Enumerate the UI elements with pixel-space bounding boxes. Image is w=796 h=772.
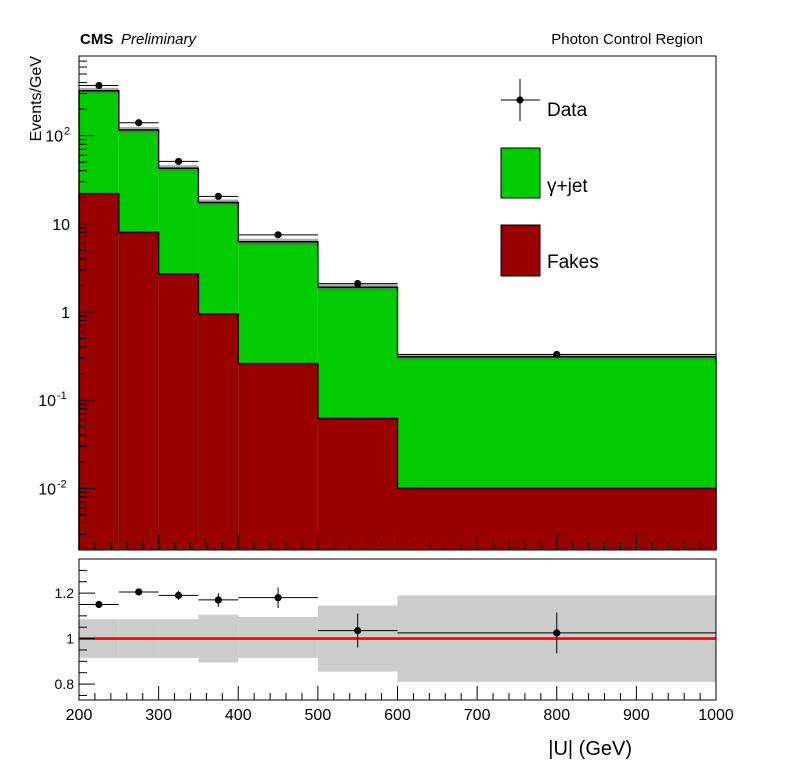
x-tick-label: 500	[305, 707, 332, 724]
ratio-point	[553, 629, 561, 637]
legend-item-data: Data	[501, 79, 588, 121]
y-tick-label: 10	[38, 393, 56, 410]
y-tick-label: 1	[61, 305, 70, 322]
bar-fakes	[238, 363, 318, 550]
x-tick-label: 600	[384, 707, 411, 724]
bar-fakes	[79, 193, 119, 550]
x-tick-label: 400	[225, 707, 252, 724]
status-label: Preliminary	[121, 31, 198, 48]
y-tick-exponent: 2	[64, 126, 70, 138]
x-tick-label: 200	[66, 707, 93, 724]
ratio-plot-panel: 0.8 1 1.2 200 300 400 500 600 700 800 900 1000 |U|…	[55, 558, 734, 760]
ratio-y-tick-label: 0.8	[55, 676, 75, 692]
x-tick-label: 300	[145, 707, 172, 724]
x-tick-label: 1000	[698, 707, 734, 724]
ratio-y-tick-label: 1	[66, 631, 74, 647]
bar-fakes	[317, 418, 398, 550]
bar-fakes	[118, 232, 159, 550]
y-tick-exponent: -1	[57, 390, 67, 402]
data-point	[553, 350, 561, 359]
stack-outline-fakes	[78, 192, 717, 550]
data-point	[135, 119, 143, 127]
experiment-label: CMS	[80, 31, 113, 48]
ratio-point	[174, 591, 183, 599]
ratio-point	[214, 596, 222, 604]
region-label: Photon Control Region	[551, 31, 703, 48]
y-tick-exponent: -2	[57, 478, 67, 490]
legend-swatch-gamma-jet	[500, 147, 541, 199]
legend-data-marker	[516, 96, 524, 104]
y-tick-label: 10	[38, 481, 56, 498]
y-axis-label: Events/GeV	[28, 56, 45, 142]
ratio-point	[274, 594, 282, 602]
x-tick-label: 700	[464, 707, 491, 724]
bar-fakes	[198, 313, 239, 550]
legend-swatch-fakes	[500, 224, 541, 277]
x-tick-label: 800	[543, 707, 570, 724]
legend-label-fakes: Fakes	[547, 252, 599, 273]
legend: Data γ+jet Fakes	[500, 79, 599, 277]
ratio-y-tick-label: 1.2	[55, 585, 75, 601]
stack-outline-total	[78, 90, 717, 550]
y-tick-label: 10	[52, 217, 70, 234]
data-point	[354, 279, 362, 288]
y-tick-label: 10	[45, 129, 63, 146]
data-point	[214, 192, 222, 200]
legend-item-gamma-jet: γ+jet	[500, 147, 588, 199]
ratio-point	[95, 600, 103, 609]
legend-item-fakes: Fakes	[500, 224, 599, 277]
data-point	[174, 157, 183, 166]
bar-fakes	[158, 273, 199, 550]
ratio-point	[135, 588, 143, 596]
x-tick-label: 900	[623, 707, 650, 724]
legend-label-gamma-jet: γ+jet	[547, 176, 588, 197]
x-axis-label: |U| (GeV)	[548, 738, 632, 760]
data-point	[274, 231, 282, 239]
legend-label-data: Data	[547, 100, 588, 121]
data-point	[95, 81, 103, 90]
ratio-point	[354, 627, 362, 635]
